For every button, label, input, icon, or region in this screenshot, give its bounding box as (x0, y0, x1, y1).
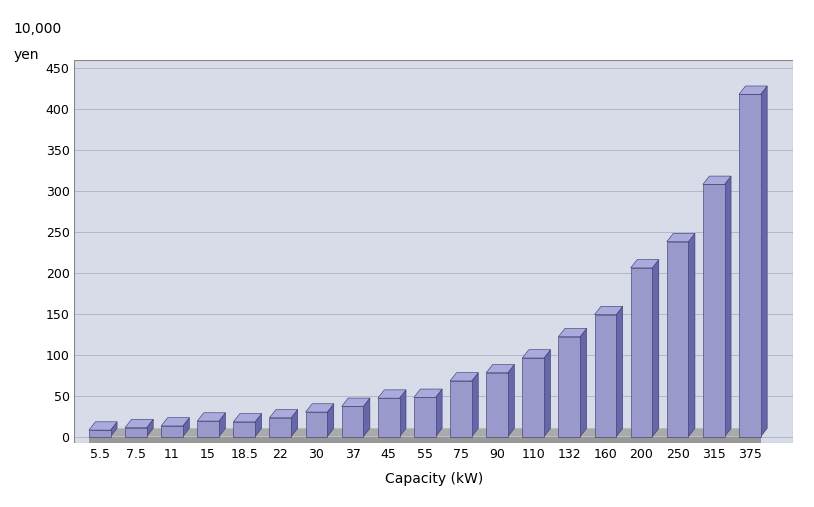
Polygon shape (724, 176, 731, 437)
Polygon shape (125, 427, 147, 437)
Polygon shape (234, 422, 255, 437)
Polygon shape (631, 268, 652, 437)
Polygon shape (508, 365, 514, 437)
Polygon shape (363, 398, 370, 437)
Polygon shape (161, 426, 183, 437)
Polygon shape (269, 418, 291, 437)
Polygon shape (486, 373, 508, 437)
Polygon shape (197, 421, 219, 437)
Text: yen: yen (13, 48, 39, 62)
Polygon shape (594, 315, 616, 437)
Polygon shape (255, 414, 261, 437)
Polygon shape (667, 233, 695, 242)
Polygon shape (472, 373, 479, 437)
Polygon shape (544, 350, 550, 437)
Polygon shape (234, 414, 261, 422)
Polygon shape (125, 419, 153, 427)
Polygon shape (631, 260, 659, 268)
X-axis label: Capacity (kW): Capacity (kW) (385, 472, 483, 486)
Polygon shape (689, 233, 695, 437)
Polygon shape (667, 242, 689, 437)
Polygon shape (558, 337, 580, 437)
Polygon shape (450, 373, 479, 381)
Polygon shape (558, 329, 587, 337)
Polygon shape (147, 419, 153, 437)
Polygon shape (652, 260, 659, 437)
Text: 10,000: 10,000 (13, 21, 62, 35)
Polygon shape (291, 410, 298, 437)
Polygon shape (161, 418, 190, 426)
Polygon shape (89, 437, 760, 444)
Polygon shape (760, 86, 767, 437)
Polygon shape (269, 410, 298, 418)
Polygon shape (450, 381, 472, 437)
Polygon shape (89, 428, 767, 437)
Polygon shape (219, 413, 225, 437)
Polygon shape (327, 404, 334, 437)
Polygon shape (486, 365, 514, 373)
Polygon shape (594, 306, 623, 315)
Polygon shape (378, 390, 406, 398)
Polygon shape (580, 329, 587, 437)
Polygon shape (702, 176, 731, 185)
Polygon shape (702, 185, 724, 437)
Polygon shape (89, 422, 117, 430)
Polygon shape (616, 306, 623, 437)
Polygon shape (342, 398, 370, 406)
Polygon shape (111, 422, 117, 437)
Polygon shape (523, 350, 550, 358)
Polygon shape (342, 406, 363, 437)
Polygon shape (378, 398, 400, 437)
Polygon shape (89, 430, 111, 437)
Polygon shape (400, 390, 406, 437)
Polygon shape (739, 86, 767, 94)
Polygon shape (523, 358, 544, 437)
Polygon shape (414, 397, 435, 437)
Polygon shape (739, 94, 760, 437)
Polygon shape (183, 418, 190, 437)
Polygon shape (305, 404, 334, 412)
Polygon shape (197, 413, 225, 421)
Polygon shape (435, 389, 442, 437)
Polygon shape (414, 389, 442, 397)
Polygon shape (305, 412, 327, 437)
